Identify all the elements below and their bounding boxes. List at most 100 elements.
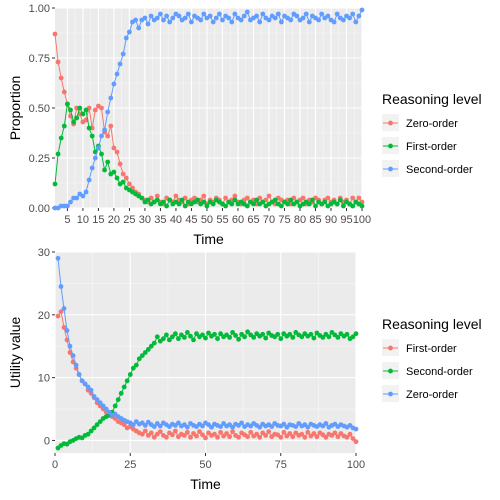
data-point: [170, 16, 175, 21]
data-point: [71, 120, 76, 125]
data-point: [185, 430, 190, 435]
data-point: [233, 12, 238, 17]
data-point: [266, 429, 271, 434]
data-point: [99, 152, 104, 157]
data-point: [245, 434, 250, 439]
data-point: [62, 90, 67, 95]
legend-title: Reasoning level: [382, 91, 482, 107]
x-tick-label: 25: [124, 459, 136, 471]
data-point: [288, 198, 293, 203]
x-axis-title: Time: [193, 231, 224, 247]
data-point: [74, 363, 79, 368]
legend-title: Reasoning level: [382, 316, 482, 332]
x-tick-label: 100: [347, 459, 365, 471]
data-point: [211, 20, 216, 25]
data-point: [134, 363, 139, 368]
data-point: [113, 404, 118, 409]
x-tick-label: 40: [170, 214, 182, 226]
data-point: [245, 204, 250, 209]
data-point: [260, 200, 265, 205]
data-point: [176, 336, 181, 341]
data-point: [87, 178, 92, 183]
data-point: [182, 335, 187, 340]
data-point: [332, 20, 337, 25]
legend-label: Zero-order: [406, 118, 458, 130]
data-point: [56, 152, 61, 157]
data-point: [161, 18, 166, 23]
data-point: [307, 20, 312, 25]
x-tick-label: 75: [278, 214, 290, 226]
data-point: [170, 432, 175, 437]
data-point: [301, 16, 306, 21]
data-point: [251, 335, 256, 340]
data-point: [183, 16, 188, 21]
data-point: [65, 204, 70, 209]
data-point: [177, 202, 182, 207]
x-axis-title: Time: [190, 476, 221, 492]
data-point: [281, 430, 286, 435]
legend-key-point: [388, 121, 393, 126]
data-point: [357, 14, 362, 19]
legend-label: Second-order: [406, 164, 473, 176]
data-point: [205, 204, 210, 209]
data-point: [251, 202, 256, 207]
data-point: [71, 353, 76, 358]
data-point: [201, 200, 206, 205]
data-point: [124, 176, 129, 181]
data-point: [267, 18, 272, 23]
data-point: [347, 16, 352, 21]
legend-label: Second-order: [406, 366, 473, 378]
y-tick-label: 0.25: [29, 153, 50, 165]
data-point: [62, 306, 67, 311]
data-point: [112, 146, 117, 151]
data-point: [230, 429, 235, 434]
data-point: [229, 202, 234, 207]
data-point: [254, 198, 259, 203]
data-point: [116, 397, 121, 402]
data-point: [214, 16, 219, 21]
legend-label: First-order: [406, 141, 457, 153]
x-tick-label: 50: [199, 459, 211, 471]
data-point: [350, 204, 355, 209]
data-point: [254, 14, 259, 19]
data-point: [102, 168, 107, 173]
x-tick-label: 75: [275, 459, 287, 471]
data-point: [99, 106, 104, 111]
data-point: [59, 136, 64, 141]
data-point: [173, 331, 178, 336]
data-point: [99, 134, 104, 139]
data-point: [194, 434, 199, 439]
data-point: [288, 18, 293, 23]
data-point: [155, 16, 160, 21]
data-point: [257, 435, 262, 440]
data-point: [93, 108, 98, 113]
data-point: [105, 110, 110, 115]
data-point: [143, 429, 148, 434]
data-point: [158, 429, 163, 434]
data-point: [59, 76, 64, 81]
data-point: [127, 182, 132, 187]
legend-label: First-order: [406, 343, 457, 355]
y-tick-label: 0.00: [29, 203, 50, 215]
data-point: [260, 12, 265, 17]
data-point: [341, 204, 346, 209]
data-point: [290, 434, 295, 439]
data-point: [115, 72, 120, 77]
data-point: [195, 198, 200, 203]
data-point: [173, 429, 178, 434]
data-point: [133, 18, 138, 23]
y-axis-title: Utility value: [7, 317, 23, 389]
data-point: [180, 198, 185, 203]
data-point: [102, 128, 107, 133]
data-point: [310, 198, 315, 203]
data-point: [220, 18, 225, 23]
data-point: [263, 433, 268, 438]
x-tick-label: 35: [154, 214, 166, 226]
data-point: [128, 372, 133, 377]
data-point: [239, 421, 244, 426]
data-point: [121, 172, 126, 177]
data-point: [121, 52, 126, 57]
data-point: [127, 30, 132, 35]
data-point: [164, 435, 169, 440]
